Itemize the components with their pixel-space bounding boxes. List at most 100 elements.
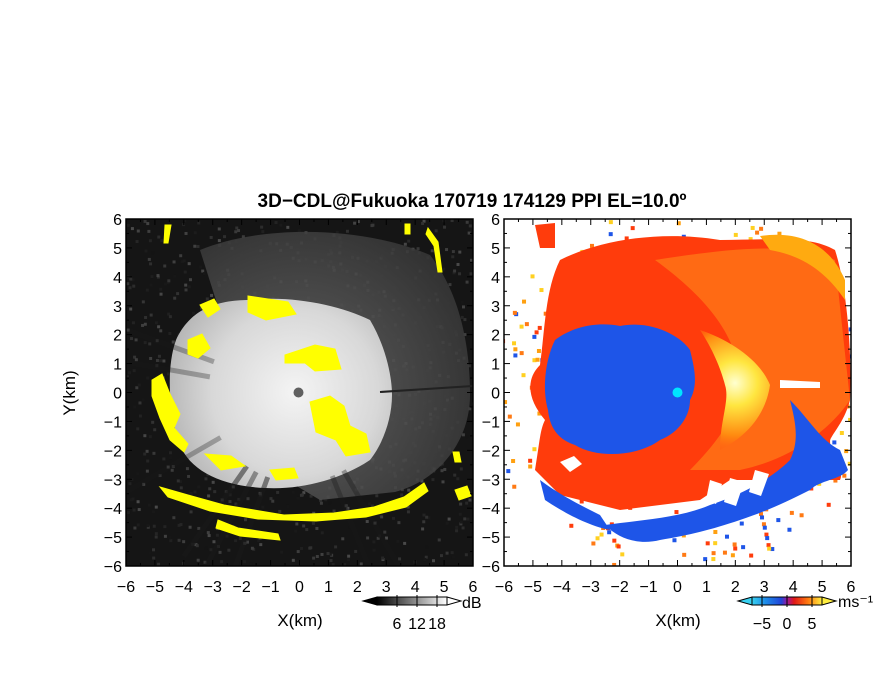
noise-pixel — [319, 501, 323, 505]
velocity-pixel — [861, 432, 865, 436]
noise-pixel — [168, 536, 172, 540]
noise-pixel — [416, 247, 420, 251]
noise-pixel — [455, 525, 459, 529]
noise-pixel — [223, 235, 227, 239]
velocity-pixel — [507, 414, 512, 419]
noise-pixel — [202, 272, 206, 276]
noise-pixel — [203, 560, 207, 564]
noise-pixel — [345, 229, 349, 233]
noise-pixel — [129, 307, 133, 311]
velocity-pixel — [493, 348, 497, 352]
noise-pixel — [356, 220, 360, 224]
velocity-pixel — [867, 376, 871, 380]
velocity-pixel — [532, 334, 537, 339]
y-tick-label: 1 — [491, 357, 500, 374]
noise-pixel — [451, 555, 455, 559]
noise-pixel — [136, 472, 140, 476]
noise-pixel — [378, 534, 382, 538]
noise-pixel — [143, 341, 147, 345]
x-tick-label: 4 — [789, 579, 798, 596]
noise-pixel — [126, 223, 130, 227]
velocity-pixel — [674, 510, 679, 515]
noise-pixel — [465, 435, 469, 439]
velocity-pixel — [512, 310, 517, 315]
velocity-pixel — [591, 541, 596, 546]
noise-pixel — [197, 526, 201, 530]
noise-pixel — [422, 520, 426, 524]
noise-pixel — [465, 220, 469, 224]
noise-pixel — [157, 235, 161, 239]
velocity-pixel — [532, 358, 537, 363]
velocity-pixel — [733, 546, 738, 551]
reflectivity-panel: −6 −5 −4 −3 −2 −1 0 1 2 3 4 5 6 6543210−1−2−3−4−5−6 … — [60, 212, 478, 630]
velocity-pixel — [856, 432, 860, 436]
y-tick-label: −4 — [104, 501, 122, 518]
noise-pixel — [294, 529, 298, 533]
velocity-pixel — [616, 544, 621, 549]
noise-pixel — [127, 511, 131, 515]
noise-pixel — [142, 482, 146, 486]
noise-pixel — [450, 551, 454, 555]
noise-pixel — [126, 282, 130, 286]
clutter-ray — [329, 475, 372, 566]
noise-pixel — [234, 502, 238, 506]
noise-pixel — [166, 281, 170, 285]
noise-pixel — [157, 354, 161, 358]
noise-pixel — [403, 541, 407, 545]
reflectivity-ticks — [125, 218, 474, 567]
velocity-pixel — [765, 536, 770, 541]
noise-pixel — [152, 556, 156, 560]
noise-pixel — [249, 562, 253, 566]
velocity-southwest-approaching — [540, 480, 610, 530]
noise-pixel — [370, 224, 374, 228]
noise-pixel — [459, 520, 463, 524]
noise-pixel — [151, 510, 155, 514]
noise-pixel — [456, 262, 460, 266]
noise-pixel — [147, 257, 151, 261]
noise-pixel — [443, 225, 447, 229]
noise-pixel — [250, 546, 254, 550]
noise-pixel — [145, 449, 149, 453]
noise-pixel — [261, 230, 265, 234]
noise-pixel — [467, 231, 471, 235]
noise-pixel — [315, 555, 319, 559]
velocity-pixel — [599, 532, 604, 537]
velocity-panel: −6 −5 −4 −3 −2 −1 0 1 2 3 4 5 6 6543210−1−2−3−4−5−6 … — [482, 212, 871, 630]
noise-pixel — [141, 300, 145, 304]
noise-pixel — [197, 221, 201, 225]
velocity-pixel — [513, 353, 518, 358]
noise-pixel — [346, 506, 350, 510]
clutter-ray — [203, 470, 259, 566]
velocity-pixel — [867, 374, 871, 378]
noise-pixel — [160, 239, 164, 243]
noise-pixel — [238, 537, 242, 541]
y-tick-label: 6 — [491, 212, 500, 229]
noise-pixel — [431, 478, 435, 482]
noise-pixel — [152, 451, 156, 455]
noise-pixel — [164, 282, 168, 286]
noise-pixel — [465, 280, 469, 284]
clutter-ray — [126, 435, 222, 495]
noise-pixel — [157, 325, 161, 329]
noise-pixel — [189, 492, 193, 496]
velocity-pixel — [833, 478, 838, 483]
noise-pixel — [456, 477, 460, 481]
noise-pixel — [154, 532, 158, 536]
reflectivity-radar-site — [293, 387, 304, 398]
velocity-pixel — [607, 530, 612, 535]
noise-pixel — [195, 544, 199, 548]
noise-pixel — [189, 510, 193, 514]
noise-pixel — [347, 558, 351, 562]
noise-pixel — [441, 480, 445, 484]
noise-pixel — [159, 292, 163, 296]
noise-pixel — [278, 509, 282, 513]
noise-pixel — [296, 496, 300, 500]
velocity-pixel — [595, 536, 600, 541]
noise-pixel — [341, 537, 345, 541]
noise-pixel — [217, 227, 221, 231]
noise-pixel — [403, 242, 407, 246]
velocity-pixel — [511, 459, 516, 464]
noise-pixel — [169, 539, 173, 543]
reflectivity-colorbar: dB 6 12 18 — [361, 595, 482, 633]
x-tick-label: −5 — [146, 579, 164, 596]
